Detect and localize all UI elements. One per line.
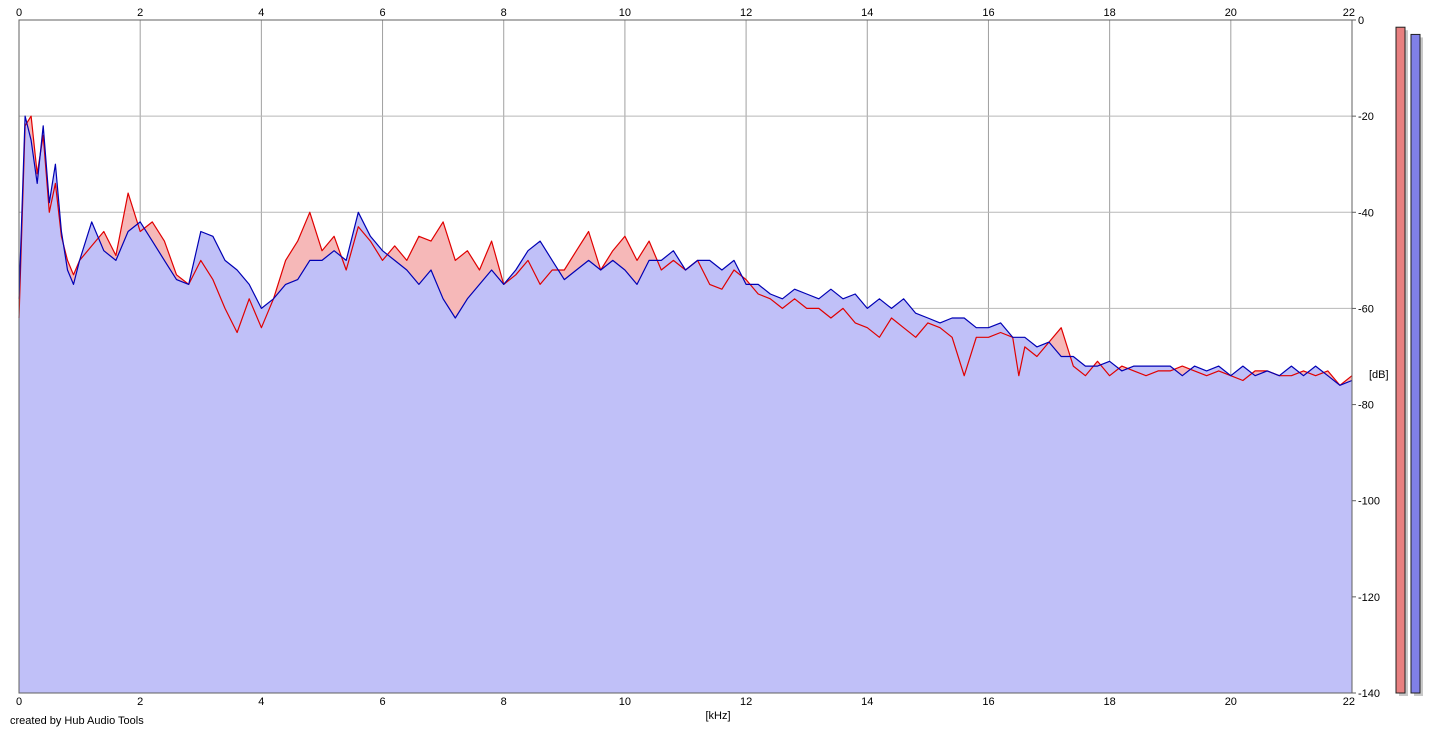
x-tick-label-top: 6 — [379, 7, 385, 19]
x-tick-label-bottom: 2 — [137, 696, 143, 708]
x-tick-label-top: 22 — [1343, 7, 1355, 19]
x-tick-label-bottom: 20 — [1225, 696, 1237, 708]
y-tick-label: -140 — [1358, 688, 1380, 700]
x-tick-label-top: 14 — [861, 7, 873, 19]
x-tick-label-top: 16 — [982, 7, 994, 19]
x-tick-label-bottom: 10 — [619, 696, 631, 708]
plot-frame — [18, 19, 1353, 694]
level-meters — [1395, 26, 1423, 697]
x-tick-label-top: 12 — [740, 7, 752, 19]
x-tick-label-bottom: 12 — [740, 696, 752, 708]
credit-text: created by Hub Audio Tools — [10, 715, 144, 727]
y-tick-label: -80 — [1358, 400, 1374, 412]
x-tick-label-top: 2 — [137, 7, 143, 19]
series-layer — [18, 19, 1353, 694]
series-area — [19, 116, 1352, 694]
x-tick-label-top: 20 — [1225, 7, 1237, 19]
x-tick-label-bottom: 0 — [16, 696, 22, 708]
x-ticks-top: 0 2 4 6 8 10 12 14 16 18 20 22 — [16, 7, 1355, 19]
level-meter-bar — [1395, 26, 1406, 694]
series-line — [18, 115, 1353, 386]
x-axis-label: [kHz] — [705, 710, 730, 722]
x-tick-label-top: 4 — [258, 7, 264, 19]
x-tick-label-bottom: 8 — [501, 696, 507, 708]
level-meter-bar — [1410, 33, 1421, 694]
y-tick-label: -40 — [1358, 207, 1374, 219]
x-tick-label-top: 18 — [1104, 7, 1116, 19]
x-tick-label-top: 10 — [619, 7, 631, 19]
x-tick-label-bottom: 14 — [861, 696, 873, 708]
x-tick-label-bottom: 22 — [1343, 696, 1355, 708]
y-tick-label: -60 — [1358, 303, 1374, 315]
x-tick-label-bottom: 18 — [1104, 696, 1116, 708]
y-tick-label: 0 — [1358, 15, 1364, 27]
y-tick-label: -100 — [1358, 496, 1380, 508]
x-tick-label-bottom: 6 — [379, 696, 385, 708]
x-tick-label-bottom: 16 — [982, 696, 994, 708]
x-tick-label-bottom: 4 — [258, 696, 264, 708]
x-tick-label-top: 0 — [16, 7, 22, 19]
series-line — [18, 115, 1353, 386]
y-tick-label: -120 — [1358, 592, 1380, 604]
x-ticks-bottom: 0 2 4 6 8 10 12 14 16 18 20 22 — [16, 696, 1355, 708]
y-tick-label: -20 — [1358, 111, 1374, 123]
x-tick-label-top: 8 — [501, 7, 507, 19]
y-axis-label: [dB] — [1369, 369, 1389, 381]
y-ticks: 0 -20 -40 -60 -80 -100 -120 -140 — [1352, 15, 1380, 700]
